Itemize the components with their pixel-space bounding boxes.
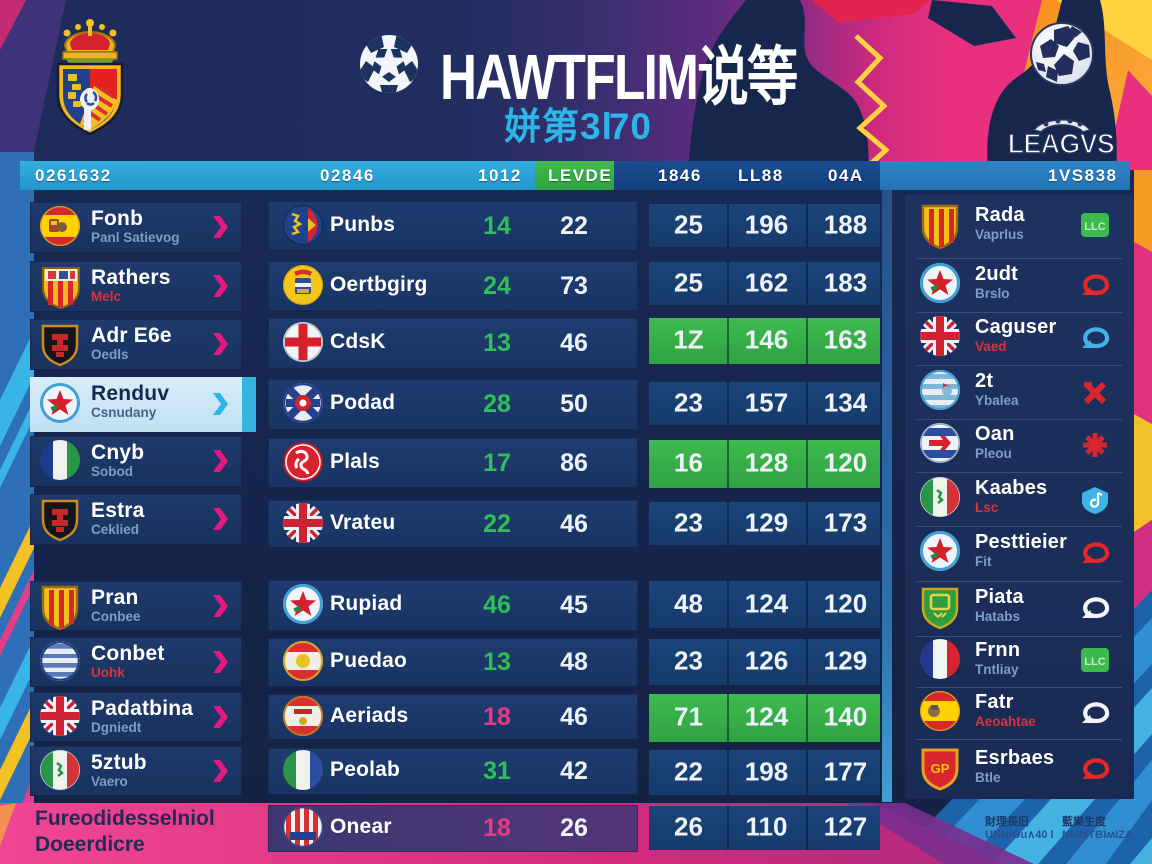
svg-text:LLC: LLC bbox=[1084, 656, 1105, 668]
svg-text:GP: GP bbox=[931, 761, 950, 776]
svg-text:LLC: LLC bbox=[1084, 221, 1105, 233]
